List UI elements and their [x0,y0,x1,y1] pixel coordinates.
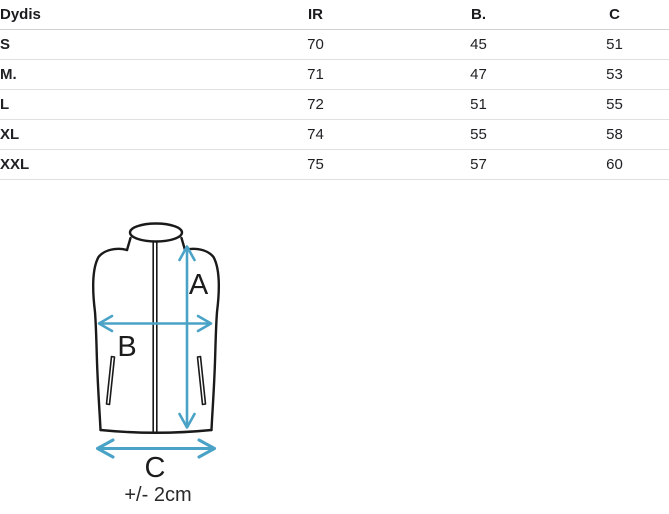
vest-measurement-diagram: A B C +/- 2cm [92,222,220,506]
vest-outline [92,222,220,434]
cell-c: 58 [560,119,669,150]
cell-c: 60 [560,149,669,180]
cell-ir: 70 [234,29,397,60]
arrow-a [178,245,196,429]
size-table-head: Dydis IR B. C [0,0,669,30]
table-row: XXL 75 57 60 [0,149,669,180]
collar-opening [128,222,184,243]
right-pocket-slit [196,355,207,406]
size-table-body: S 70 45 51 M. 71 47 53 L 72 51 55 XL 74 … [0,29,669,180]
vest-hem [99,428,213,434]
cell-ir: 71 [234,59,397,90]
table-row: XL 74 55 58 [0,119,669,150]
cell-b: 47 [397,59,560,90]
measurement-label-a: A [189,269,209,301]
cell-b: 55 [397,119,560,150]
header-b: B. [397,0,560,30]
arrow-b [97,314,213,333]
cell-b: 51 [397,89,560,120]
table-row: M. 71 47 53 [0,59,669,90]
cell-ir: 75 [234,149,397,180]
zipper [152,241,158,433]
tolerance-note: +/- 2cm [124,484,191,506]
cell-ir: 72 [234,89,397,120]
header-c: C [560,0,669,30]
cell-c: 55 [560,89,669,120]
header-size: Dydis [0,0,234,30]
cell-size: XL [0,119,234,150]
vest-left-side [92,247,129,432]
cell-ir: 74 [234,119,397,150]
measurement-label-c: C [145,452,166,484]
cell-size: L [0,89,234,120]
table-row: S 70 45 51 [0,29,669,60]
collar-left-edge [125,236,132,252]
collar-right-edge [180,236,187,252]
header-row: Dydis IR B. C [0,0,669,30]
cell-c: 53 [560,59,669,90]
cell-size: S [0,29,234,60]
size-table: Dydis IR B. C S 70 45 51 M. 71 47 53 L 7… [0,0,669,180]
cell-c: 51 [560,29,669,60]
vest-right-side [183,247,220,432]
cell-b: 57 [397,149,560,180]
measurement-arrows [95,245,217,459]
header-ir: IR [234,0,397,30]
left-pocket-slit [105,355,116,406]
measurement-label-b: B [117,331,136,363]
cell-b: 45 [397,29,560,60]
table-row: L 72 51 55 [0,89,669,120]
arrow-c [95,438,217,459]
cell-size: XXL [0,149,234,180]
cell-size: M. [0,59,234,90]
